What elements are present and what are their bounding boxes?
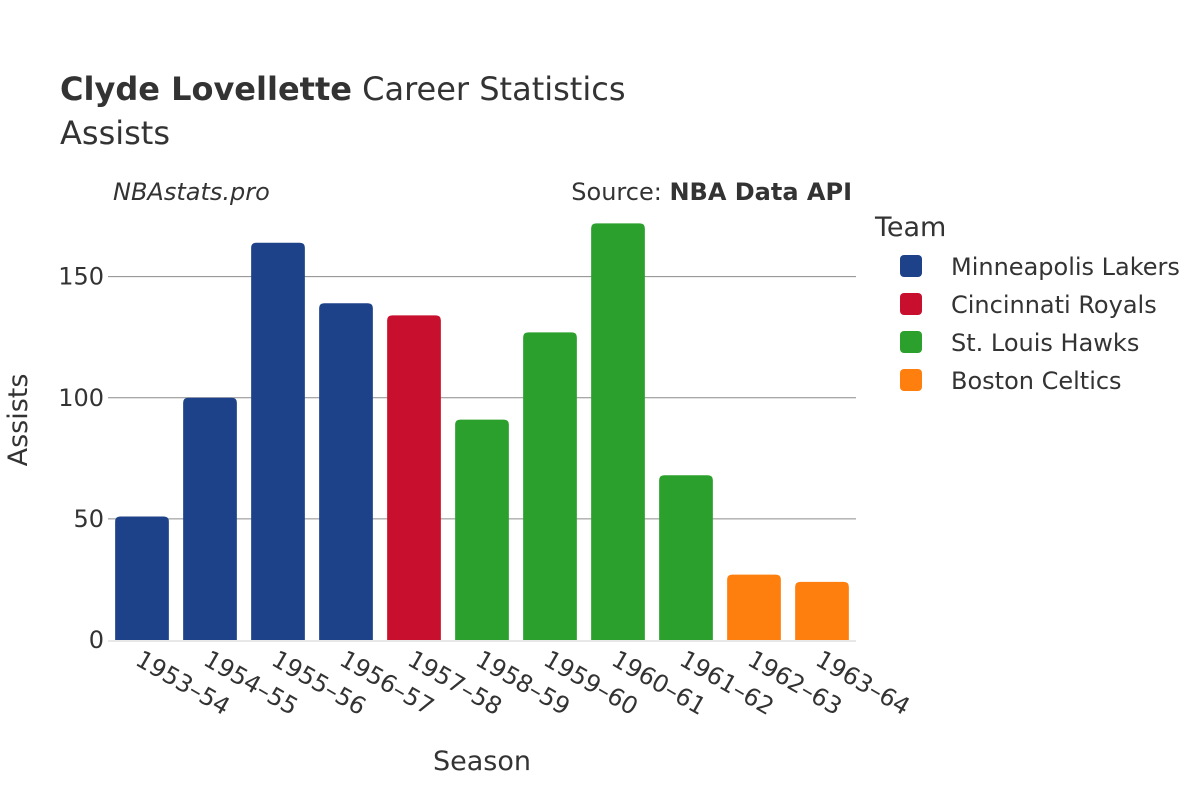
legend-swatch: [900, 331, 922, 353]
y-tick-labels: 0 50 100 150: [58, 263, 104, 654]
legend-item[interactable]: Boston Celtics: [900, 367, 1122, 395]
bar-1953–54[interactable]: [115, 516, 169, 640]
bar-1958–59[interactable]: [455, 419, 509, 640]
legend: Team Minneapolis Lakers Cincinnati Royals…: [874, 212, 1180, 395]
bar-1955–56[interactable]: [251, 242, 305, 640]
bar-1963–64[interactable]: [795, 581, 849, 640]
source-label: Source:: [571, 178, 669, 206]
bar-1960–61[interactable]: [591, 223, 645, 640]
source-note: Source: NBA Data API: [571, 178, 852, 206]
y-tick-label: 0: [89, 626, 104, 654]
source-value: NBA Data API: [669, 178, 852, 206]
x-tick-labels: 1953–541954–551955–561956–571957–581958–…: [131, 645, 915, 721]
legend-swatch: [900, 293, 922, 315]
bar-1957–58[interactable]: [387, 315, 441, 640]
legend-label: Boston Celtics: [951, 367, 1122, 395]
y-axis-title: Assists: [3, 374, 34, 467]
legend-item[interactable]: Cincinnati Royals: [900, 291, 1157, 319]
bar-1962–63[interactable]: [727, 574, 781, 640]
bar-1956–57[interactable]: [319, 303, 373, 640]
y-tick-label: 50: [73, 505, 104, 533]
bars: [115, 223, 849, 640]
chart-title: Clyde Lovellette Career Statistics: [60, 70, 626, 108]
title-rest: Career Statistics: [352, 70, 626, 108]
legend-swatch: [900, 369, 922, 391]
y-tick-label: 100: [58, 384, 104, 412]
bar-1959–60[interactable]: [523, 332, 577, 640]
legend-label: St. Louis Hawks: [951, 329, 1139, 357]
bar-1961–62[interactable]: [659, 475, 713, 640]
bar-1954–55[interactable]: [183, 397, 237, 640]
legend-title: Team: [874, 212, 946, 243]
legend-swatch: [900, 255, 922, 277]
legend-item[interactable]: St. Louis Hawks: [900, 329, 1139, 357]
legend-item[interactable]: Minneapolis Lakers: [900, 253, 1180, 281]
legend-label: Minneapolis Lakers: [951, 253, 1180, 281]
chart-subtitle: Assists: [60, 114, 170, 152]
y-tick-label: 150: [58, 263, 104, 291]
x-axis-title: Season: [433, 746, 531, 777]
watermark: NBAstats.pro: [113, 178, 270, 206]
title-bold: Clyde Lovellette: [60, 70, 352, 108]
legend-label: Cincinnati Royals: [951, 291, 1157, 319]
